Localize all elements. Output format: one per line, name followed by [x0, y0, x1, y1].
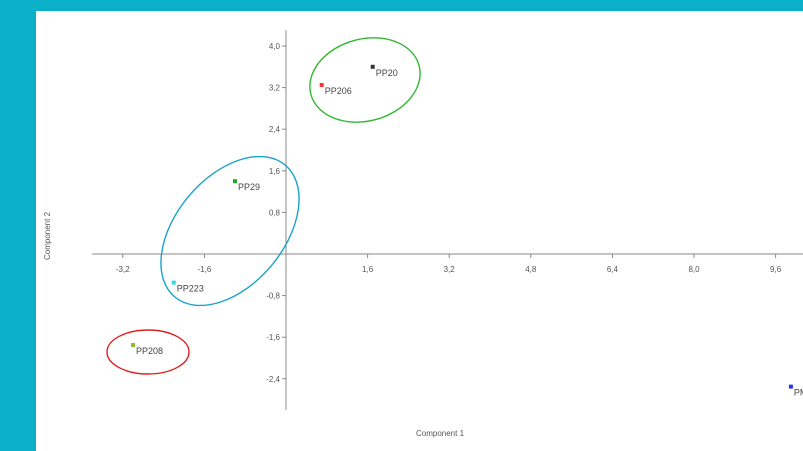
- y-tick-label: -2,4: [266, 375, 280, 384]
- chart-panel: -3,2 -1,6 1,6 3,2 4,8 6,4 8,0 9,6 4,0 3,2 2,4 1,6 0,…: [36, 11, 803, 451]
- x-tick-label: 9,6: [770, 265, 782, 274]
- x-tick-label: -3,2: [116, 265, 130, 274]
- x-tick-label: 3,2: [444, 265, 456, 274]
- y-tick-label: 3,2: [269, 84, 281, 93]
- y-tick-label: -0,8: [266, 292, 280, 301]
- x-tick-label: 4,8: [525, 265, 537, 274]
- x-tick-label: 1,6: [362, 265, 374, 274]
- point-label-pp20: PP20: [376, 68, 398, 78]
- group-ellipse-blue: [160, 155, 300, 307]
- data-point-pp208: [131, 343, 135, 347]
- y-tick-label: 4,0: [269, 42, 281, 51]
- point-label-pp206: PP206: [325, 86, 352, 96]
- data-point-pp20: [370, 64, 375, 69]
- point-label-pp29: PP29: [238, 182, 260, 192]
- point-label-pp208: PP208: [136, 346, 163, 356]
- data-point-pm: [788, 384, 793, 389]
- point-label-pp223: PP223: [177, 284, 204, 294]
- y-tick-label: 2,4: [269, 125, 281, 134]
- data-point-pp206: [319, 83, 324, 87]
- y-axis-title: Component 2: [43, 211, 52, 260]
- scatter-chart: -3,2 -1,6 1,6 3,2 4,8 6,4 8,0 9,6 4,0 3,2 2,4 1,6 0,…: [43, 30, 803, 438]
- y-tick-label: 0,8: [269, 208, 281, 217]
- y-tick-label: -1,6: [266, 333, 280, 342]
- x-tick-label: -1,6: [198, 265, 212, 274]
- x-tick-label: 8,0: [688, 265, 700, 274]
- group-ellipse-green: [309, 37, 421, 123]
- data-point-pp29: [233, 179, 237, 184]
- x-axis-title: Component 1: [416, 429, 465, 438]
- data-point-pp223: [171, 280, 176, 285]
- x-tick-label: 6,4: [607, 265, 619, 274]
- point-label-pm: PM: [794, 388, 803, 398]
- group-ellipse-red: [106, 329, 190, 375]
- y-tick-label: 1,6: [269, 167, 281, 176]
